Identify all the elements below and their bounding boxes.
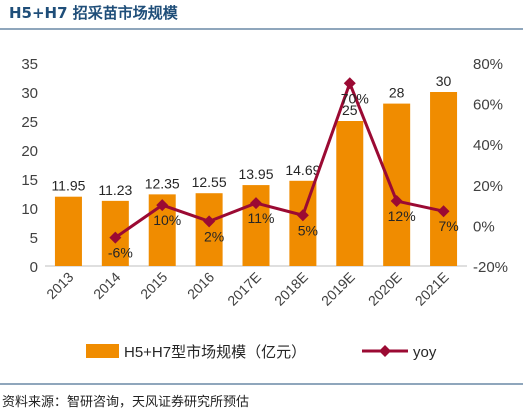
y-right-tick-label: 20% (473, 178, 503, 195)
y-left-tick-label: 35 (21, 56, 38, 73)
yoy-value-label: 7% (438, 218, 458, 234)
legend-line-marker (379, 345, 391, 357)
yoy-point (203, 215, 216, 228)
yoy-point (250, 197, 262, 210)
yoy-value-label: 12% (388, 208, 416, 224)
chart-title: H5+H7 招采苗市场规模 (9, 4, 178, 22)
legend-bar-swatch (86, 344, 119, 358)
legend-line-label: yoy (413, 344, 437, 361)
legend-bar-label: H5+H7型市场规模（亿元） (124, 344, 306, 361)
yoy-line (114, 81, 444, 239)
bar (195, 193, 223, 266)
y-left-tick-label: 5 (30, 230, 38, 247)
bar-value-label: 28 (389, 85, 405, 101)
yoy-value-label: 11% (248, 210, 275, 226)
yoy-value-label: 5% (298, 222, 318, 238)
yoy-point (437, 205, 450, 218)
yoy-point (390, 195, 403, 208)
yoy-value-label: -6% (108, 245, 133, 261)
y-right-tick-label: 0% (473, 218, 495, 235)
y-right-tick-label: -20% (473, 259, 508, 276)
x-tick-label: 2019E (318, 269, 358, 309)
bar (430, 92, 458, 266)
bar-value-label: 11.95 (51, 178, 85, 194)
yoy-value-label: 70% (341, 90, 369, 106)
yoy-value-label: 2% (204, 228, 224, 244)
bar (289, 180, 317, 266)
y-right-tick-label: 80% (473, 56, 503, 73)
y-left-tick-label: 0 (30, 259, 38, 276)
x-tick-label: 2013 (43, 269, 76, 302)
source-note: 资料来源：智研咨询，天风证券研究所预估 (2, 395, 250, 410)
x-tick-label: 2020E (365, 269, 405, 309)
bar-value-label: 25 (342, 102, 358, 118)
x-tick-label: 2017E (224, 269, 264, 309)
y-right-tick-label: 60% (473, 97, 503, 114)
x-tick-label: 2016 (184, 269, 217, 302)
y-left-tick-label: 30 (21, 85, 38, 102)
y-right-tick-label: 40% (473, 137, 503, 154)
yoy-point (343, 77, 356, 90)
bar (54, 196, 82, 266)
bar-value-label: 30 (436, 73, 452, 89)
yoy-value-label: 10% (153, 212, 181, 228)
yoy-point (296, 209, 309, 222)
bar-value-label: 12.55 (192, 174, 227, 190)
x-tick-label: 2018E (271, 269, 311, 309)
x-tick-label: 2021E (412, 269, 452, 309)
y-left-tick-label: 15 (21, 172, 38, 189)
bar (336, 121, 364, 266)
yoy-point (109, 231, 122, 244)
bar-value-label: 11.23 (98, 182, 132, 198)
y-left-tick-label: 10 (21, 201, 38, 218)
yoy-point (156, 199, 169, 212)
bar-value-label: 13.95 (238, 166, 273, 182)
x-tick-label: 2015 (137, 269, 170, 302)
bar-value-label: 12.35 (145, 175, 180, 191)
x-tick-label: 2014 (90, 269, 123, 302)
y-left-tick-label: 20 (21, 143, 38, 160)
bar-value-label: 14.69 (285, 162, 320, 178)
bar (383, 103, 411, 266)
y-left-tick-label: 25 (21, 114, 38, 131)
